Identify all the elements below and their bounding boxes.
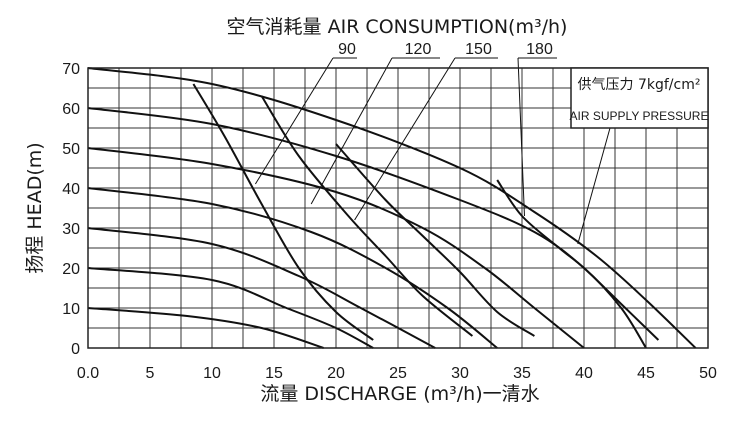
air-consumption-curve-180 bbox=[496, 179, 660, 341]
pressure-curve-4 bbox=[87, 187, 498, 349]
x-tick-label: 30 bbox=[451, 365, 469, 382]
air-consumption-curve-120 bbox=[260, 95, 474, 337]
leader-line-180 bbox=[517, 57, 525, 217]
x-tick-label: 20 bbox=[327, 365, 345, 382]
air-supply-leader-line bbox=[577, 127, 611, 245]
y-axis-label: 扬程 HEAD(m) bbox=[24, 142, 46, 273]
air-supply-box-frame bbox=[570, 67, 709, 129]
curves bbox=[87, 67, 697, 349]
air-consumption-curve-90 bbox=[192, 83, 374, 341]
leader-line-90 bbox=[254, 57, 334, 185]
x-tick-label: 10 bbox=[203, 365, 221, 382]
air-consumption-label-90: 90 bbox=[338, 41, 356, 58]
x-tick-label: 50 bbox=[699, 365, 717, 382]
x-tick-label: 0.0 bbox=[77, 365, 99, 382]
leader-line-120 bbox=[310, 57, 393, 205]
y-tick-label: 70 bbox=[62, 61, 80, 78]
y-tick-label: 10 bbox=[62, 301, 80, 318]
y-tick-label: 40 bbox=[62, 181, 80, 198]
x-tick-label: 15 bbox=[265, 365, 283, 382]
tick-labels: 0.0 5 10 15 20 25 30 35 40 45 50 0 10 20 30 40 50 60 70 bbox=[62, 61, 717, 382]
x-tick-label: 45 bbox=[637, 365, 655, 382]
pressure-curve-7 bbox=[87, 307, 324, 349]
y-tick-label: 0 bbox=[71, 341, 80, 358]
pressure-curve-3 bbox=[87, 147, 585, 349]
chart-title: 空气消耗量 AIR CONSUMPTION(m³/h) bbox=[227, 16, 568, 38]
pressure-curve-5 bbox=[87, 227, 436, 349]
leader-line-150 bbox=[354, 57, 456, 221]
x-axis-label: 流量 DISCHARGE (m³/h)一清水 bbox=[260, 383, 539, 405]
x-tick-label: 35 bbox=[513, 365, 531, 382]
y-tick-label: 60 bbox=[62, 101, 80, 118]
x-tick-label: 40 bbox=[575, 365, 593, 382]
plot-frame bbox=[87, 67, 709, 349]
y-tick-label: 20 bbox=[62, 261, 80, 278]
air-consumption-label-180: 180 bbox=[526, 41, 553, 58]
x-tick-label: 5 bbox=[146, 365, 155, 382]
y-tick-label: 50 bbox=[62, 141, 80, 158]
y-tick-label: 30 bbox=[62, 221, 80, 238]
air-supply-pressure-caption: AIR SUPPLY PRESSURE bbox=[570, 109, 709, 123]
pressure-curve-6 bbox=[87, 267, 374, 349]
air-consumption-label-120: 120 bbox=[405, 41, 432, 58]
air-supply-pressure-value: 供气压力 7kgf/cm² bbox=[578, 77, 701, 93]
pressure-curve-1 bbox=[87, 67, 697, 349]
air-consumption-curve-150 bbox=[335, 143, 535, 337]
leader-lines: 90 120 150 180 bbox=[254, 41, 611, 245]
air-consumption-label-150: 150 bbox=[465, 41, 492, 58]
air-supply-box: 供气压力 7kgf/cm² AIR SUPPLY PRESSURE bbox=[570, 67, 709, 129]
x-tick-label: 25 bbox=[389, 365, 407, 382]
